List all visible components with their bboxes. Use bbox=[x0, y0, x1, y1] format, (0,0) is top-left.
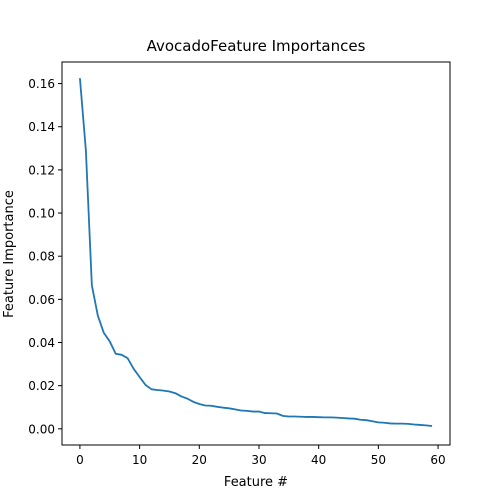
y-tick-label: 0.02 bbox=[28, 379, 55, 393]
y-tick-label: 0.14 bbox=[28, 120, 55, 134]
y-tick-label: 0.16 bbox=[28, 77, 55, 91]
y-tick-label: 0.10 bbox=[28, 207, 55, 221]
y-tick-label: 0.08 bbox=[28, 250, 55, 264]
x-tick-label: 50 bbox=[371, 453, 386, 467]
y-tick-label: 0.06 bbox=[28, 293, 55, 307]
plot-area bbox=[79, 78, 433, 427]
y-tick-label: 0.12 bbox=[28, 163, 55, 177]
x-axis-label: Feature # bbox=[224, 475, 288, 490]
chart-title: AvocadoFeature Importances bbox=[147, 37, 366, 55]
axes-frame bbox=[61, 61, 451, 446]
x-tick-label: 60 bbox=[430, 453, 445, 467]
x-tick-label: 40 bbox=[311, 453, 326, 467]
series-line bbox=[79, 78, 433, 427]
y-axis-label: Feature Importance bbox=[2, 190, 17, 318]
x-tick-label: 30 bbox=[251, 453, 266, 467]
x-tick-label: 10 bbox=[132, 453, 147, 467]
x-tick-label: 0 bbox=[76, 453, 84, 467]
x-axis: 0 10 20 30 40 50 60 bbox=[76, 445, 446, 467]
x-tick-label: 20 bbox=[192, 453, 207, 467]
y-tick-label: 0.00 bbox=[28, 422, 55, 436]
y-tick-label: 0.04 bbox=[28, 336, 55, 350]
y-axis: 0.00 0.02 0.04 0.06 0.08 0.10 0.12 0.14 0.16 bbox=[28, 77, 62, 436]
